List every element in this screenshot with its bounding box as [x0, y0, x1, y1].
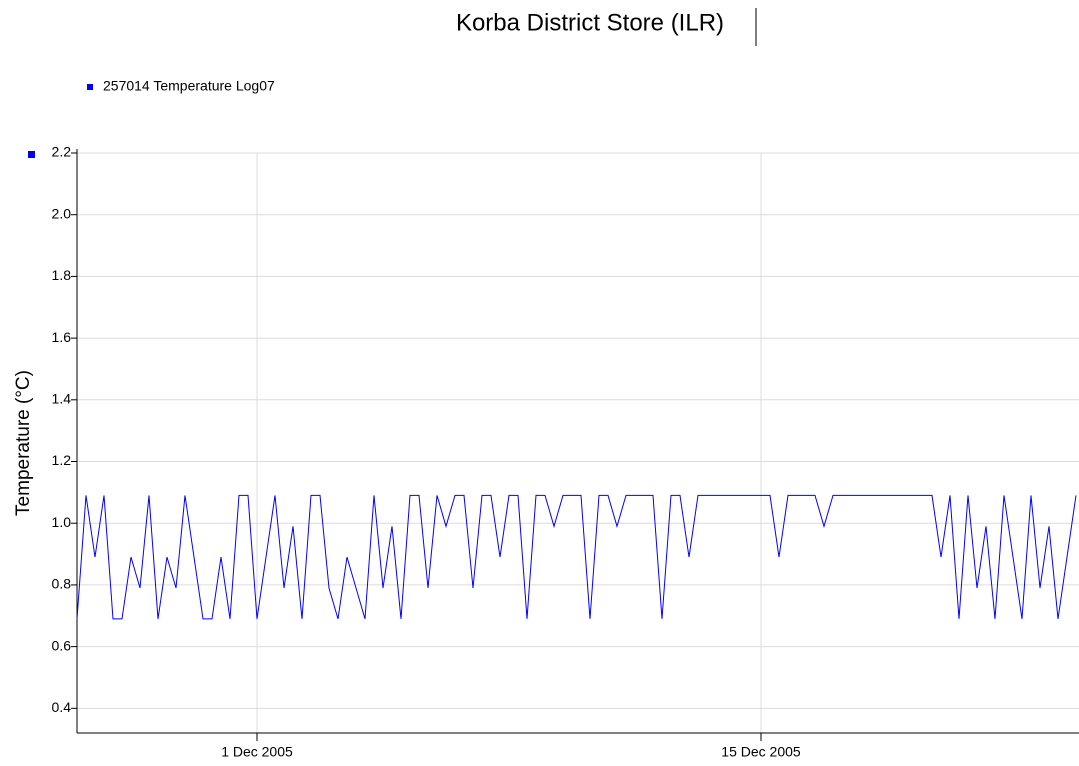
chart-title: Korba District Store (ILR) — [456, 9, 724, 36]
y-tick-label: 2.2 — [52, 144, 72, 160]
y-tick-label: 1.8 — [52, 267, 72, 283]
legend-swatch — [87, 84, 93, 90]
y-tick-label: 0.4 — [52, 699, 72, 715]
axis-marker — [28, 151, 35, 158]
y-tick-label: 1.6 — [52, 329, 72, 345]
y-tick-label: 0.8 — [52, 576, 72, 592]
y-tick-label: 1.2 — [52, 452, 72, 468]
y-axis-label: Temperature (°C) — [13, 370, 34, 516]
y-tick-label: 0.6 — [52, 637, 72, 653]
y-tick-label: 2.0 — [52, 205, 72, 221]
x-tick-label: 15 Dec 2005 — [721, 744, 801, 760]
x-tick-label: 1 Dec 2005 — [221, 744, 293, 760]
y-tick-label: 1.0 — [52, 514, 72, 530]
legend-label: 257014 Temperature Log07 — [103, 78, 275, 94]
y-tick-label: 1.4 — [52, 391, 72, 407]
data-line — [76, 494, 1077, 620]
